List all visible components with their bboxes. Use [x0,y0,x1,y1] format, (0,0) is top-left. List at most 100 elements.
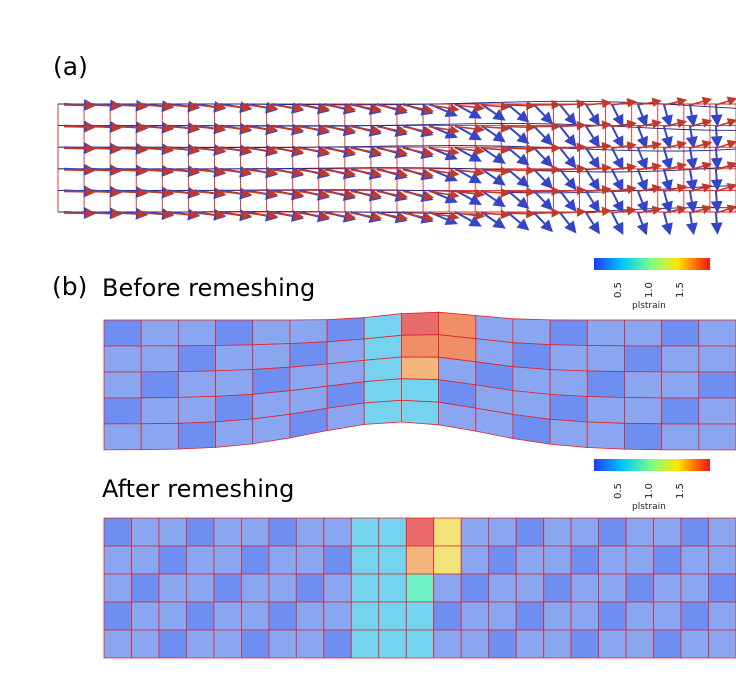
colorbar-title: plstrain [632,502,666,512]
mesh-cell [405,601,435,631]
vector-arrow [559,164,587,174]
mesh-cell [570,573,599,603]
vector-arrow [220,167,252,177]
mesh-cell [185,545,215,575]
mesh-cell [350,517,380,547]
mesh-cell [598,601,627,631]
vector-arrow [611,162,637,173]
vector-arrow [558,189,577,212]
vector-arrow [585,185,612,195]
mesh-cell [213,573,242,603]
vector-arrow [661,103,673,128]
vector-arrow [559,99,587,109]
mesh-cell [653,517,682,547]
vector-arrow [506,146,530,166]
vector-arrow [116,166,148,176]
vector-arrow [689,118,713,128]
mesh-cell [598,573,627,603]
vector-arrow [558,211,577,234]
vector-arrow [636,125,649,149]
mesh-cell [215,418,254,448]
vector-arrow [350,211,383,222]
vector-arrow [168,145,200,155]
mesh-cell [289,319,328,345]
vector-arrow [661,146,673,171]
colorbar-tick: 1.0 [644,483,655,499]
mesh-cell [515,545,545,575]
vector-arrow [402,190,434,201]
colorbar-tick: 1.0 [644,282,655,298]
vector-arrow [298,124,330,135]
panel-b-label: (b) [52,272,88,301]
mesh-cell [515,517,545,547]
vector-arrow [298,146,330,157]
vector-arrow [194,166,226,177]
mesh-cell [653,573,682,603]
vector-arrow [710,103,723,127]
vector-arrow [324,125,356,135]
mesh-cell [268,545,297,575]
vector-arrow [636,190,649,214]
vector-arrow [637,119,662,129]
vector-arrow [507,187,536,197]
vector-arrow [710,168,723,192]
mesh-cell [323,545,352,575]
vector-arrow [715,118,736,128]
vector-arrow [90,122,122,133]
mesh-cell [252,413,291,445]
vector-arrow [636,103,649,128]
vector-arrow [506,211,530,231]
vector-arrow [710,147,723,170]
mesh-cell [140,422,179,451]
vector-arrow [611,119,637,130]
vector-arrow [610,211,624,236]
mesh-cell [661,345,700,373]
mesh-cell [378,573,407,603]
vector-arrow [585,120,612,130]
vector-arrow [611,206,637,216]
vector-arrow [636,211,649,236]
vector-arrow [324,211,356,222]
mesh-cell [326,338,365,365]
mesh-cell [598,629,627,659]
mesh-cell [653,601,682,631]
colorbar-gradient [594,459,710,471]
vector-arrow [142,187,174,198]
mesh-cell [586,345,625,373]
vector-arrow [480,146,506,164]
vector-arrow [194,145,226,155]
vector-arrow [611,184,637,194]
vector-arrow [558,124,577,148]
mesh-cell [400,378,440,403]
mesh-cell [363,334,402,361]
vector-arrow [220,210,252,220]
after-remeshing-title: After remeshing [102,475,295,503]
vector-arrow [168,188,200,198]
mesh-cell [515,629,545,659]
mesh-cell [460,517,490,547]
vector-arrow [663,161,688,172]
vector-arrow [402,169,434,179]
mesh-cell [268,629,297,659]
mesh-cell [158,629,187,659]
vector-arrow [220,102,252,112]
vector-arrow [116,144,148,155]
vector-arrow [661,211,673,236]
mesh-cell [405,517,435,547]
vector-arrow [376,104,409,114]
vector-arrow [507,143,536,154]
vector-arrow [90,144,122,154]
mesh-cell [363,356,402,383]
vector-arrow [480,189,506,208]
mesh-cell [488,545,517,575]
vector-arrow [402,125,434,136]
mesh-cell [295,545,325,575]
mesh-cell [158,601,187,631]
vector-arrow [610,125,624,149]
mesh-cell [103,371,142,399]
vector-arrow [350,103,383,114]
vector-arrow [481,144,511,155]
vector-arrow [428,168,460,178]
mesh-cell [363,313,402,340]
